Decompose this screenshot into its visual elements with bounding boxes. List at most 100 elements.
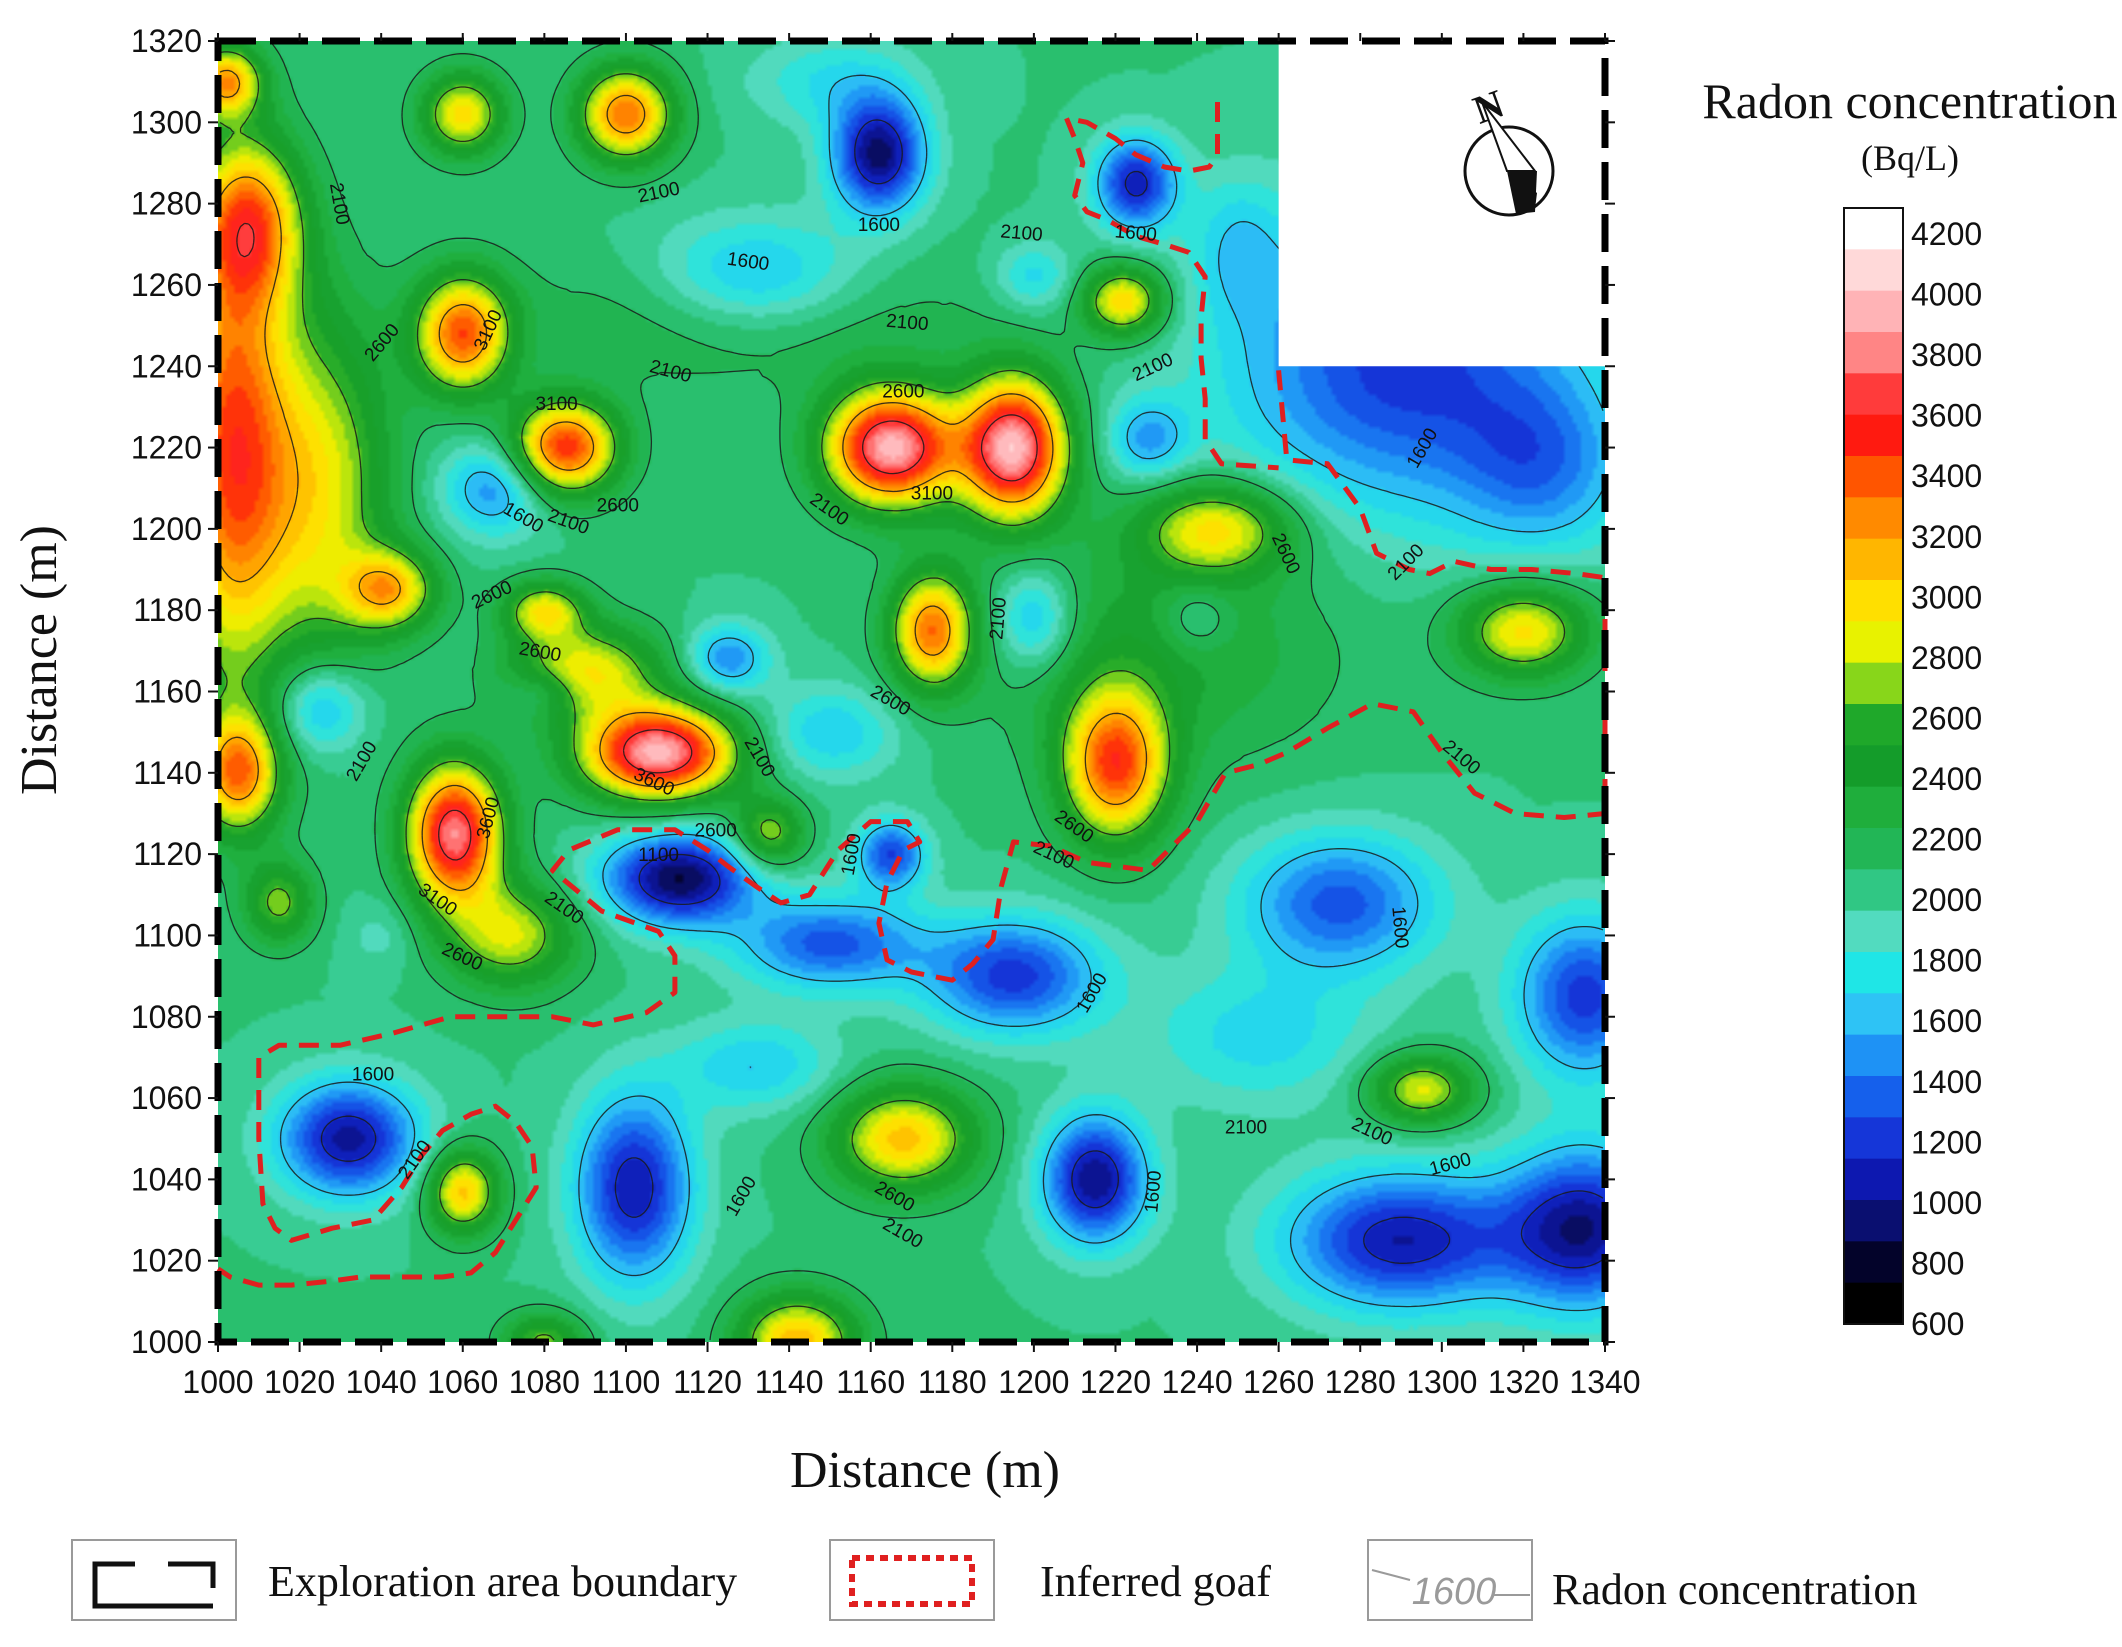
x-tick-label: 1160 (836, 1364, 905, 1400)
colorbar-swatch (1844, 456, 1903, 498)
x-tick-label: 1320 (1488, 1364, 1559, 1400)
colorbar-swatch (1844, 828, 1903, 870)
contour-label: 3100 (911, 483, 953, 504)
colorbar-swatch (1844, 910, 1903, 953)
legend-label-goaf: Inferred goaf (1040, 1557, 1271, 1606)
colorbar-tick-label: 4200 (1911, 216, 1982, 252)
colorbar-tick-label: 2800 (1911, 640, 1982, 676)
contour-line-1600 (279, 74, 1604, 1312)
x-axis-title: Distance (m) (790, 1442, 1060, 1499)
contour-label: 2600 (597, 495, 639, 516)
colorbar-frame (1843, 207, 1904, 1325)
contour-lines (219, 42, 1604, 1341)
colorbar-swatch (1844, 662, 1903, 705)
colorbar-swatch (1844, 373, 1903, 416)
exploration-boundary-swatch (92, 1561, 216, 1609)
contour-label: 2100 (1225, 1118, 1267, 1139)
colorbar-swatch (1844, 745, 1903, 788)
colorbar-swatch (1844, 1200, 1903, 1242)
colorbar-tick-label: 2400 (1911, 761, 1982, 797)
radon-contour-swatch (1371, 1569, 1530, 1596)
colorbar-swatch (1844, 580, 1903, 622)
goaf-outline (1064, 102, 1279, 471)
contour-line-3600 (236, 222, 1038, 861)
contour-label: 2100 (885, 311, 929, 336)
colorbar-swatch (1844, 1282, 1903, 1325)
goaf-swatch (849, 1555, 975, 1607)
legend-sample-value: 1600 (1412, 1571, 1497, 1613)
contour-label: 2100 (986, 596, 1011, 640)
colorbar-tick-label: 2600 (1911, 700, 1982, 736)
x-tick-label: 1200 (998, 1364, 1069, 1400)
y-tick-label: 1260 (131, 267, 202, 303)
legend-item-inferred-goaf: Inferred goaf (829, 1539, 1271, 1621)
x-tick-label: 1000 (182, 1364, 253, 1400)
colorbar-swatch (1844, 621, 1903, 664)
colorbar-tick-labels: 4200 4000 3800 3600 3400 3200 3000 2800 2600 2400… (1911, 216, 1982, 1342)
x-tick-label: 1260 (1243, 1364, 1314, 1400)
legend-label-exploration: Exploration area boundary (268, 1557, 737, 1606)
colorbar-tick-label: 1000 (1911, 1185, 1982, 1221)
y-tick-label: 1300 (131, 104, 202, 140)
legend-label-radon: Radon concentration (1552, 1565, 1917, 1614)
colorbar-swatch (1844, 332, 1903, 374)
x-tick-label: 1340 (1569, 1364, 1640, 1400)
colorbar-swatch (1844, 249, 1903, 292)
colorbar-tick-label: 1400 (1911, 1064, 1982, 1100)
colorbar-tick-label: 2200 (1911, 822, 1982, 858)
contour-label: 2600 (695, 821, 737, 842)
contour-label: 1600 (1387, 905, 1412, 949)
colorbar-title: Radon concentration (1702, 73, 2117, 129)
colorbar-swatch (1844, 952, 1903, 994)
contour-label: 1600 (352, 1065, 394, 1086)
contour-line-1100 (320, 119, 1604, 1269)
colorbar-swatch (1844, 786, 1903, 829)
y-axis: 1000 1020 1040 1060 1080 1100 1120 1140 1160 1180… (131, 23, 1615, 1360)
colorbar-tick-label: 600 (1911, 1306, 1964, 1342)
y-tick-label: 1040 (131, 1161, 202, 1197)
colorbar-swatch (1844, 290, 1903, 333)
contour-label: 1600 (858, 215, 900, 236)
contour-label: 1600 (1114, 221, 1158, 246)
x-tick-label: 1220 (1080, 1364, 1151, 1400)
x-axis: 1000 1020 1040 1060 1080 1100 1120 1140 1160 1180… (182, 33, 1641, 1400)
y-tick-label: 1080 (131, 999, 202, 1035)
colorbar-tick-label: 4000 (1911, 277, 1982, 313)
colorbar-swatches (1843, 207, 1904, 1325)
legend-item-radon-concentration: 1600 Radon concentration (1367, 1539, 1917, 1621)
y-tick-label: 1060 (131, 1080, 202, 1116)
colorbar-tick-label: 800 (1911, 1245, 1964, 1281)
colorbar-tick-label: 3400 (1911, 458, 1982, 494)
x-tick-label: 1040 (346, 1364, 417, 1400)
y-axis-title: Distance (m) (11, 525, 68, 795)
y-tick-label: 1000 (131, 1324, 202, 1360)
contour-line-2600 (219, 51, 1566, 1341)
contour-label: 2600 (882, 382, 924, 403)
colorbar-tick-label: 1200 (1911, 1124, 1982, 1160)
colorbar-swatch (1844, 497, 1903, 540)
inferred-goaf-outlines (216, 102, 1608, 1288)
goaf-outline (216, 370, 1608, 1288)
contour-label: 3100 (535, 394, 577, 415)
x-tick-label: 1140 (755, 1364, 824, 1400)
x-tick-label: 1300 (1406, 1364, 1477, 1400)
y-tick-label: 1320 (131, 23, 202, 59)
x-tick-label: 1100 (592, 1364, 661, 1400)
legend: Exploration area boundary Inferred goaf … (71, 1539, 1917, 1621)
contour-label: 1600 (1141, 1170, 1166, 1214)
colorbar-swatch (1844, 208, 1903, 250)
y-tick-label: 1280 (131, 186, 202, 222)
y-tick-label: 1240 (131, 348, 202, 384)
y-tick-label: 1220 (131, 430, 202, 466)
y-tick-label: 1120 (133, 836, 202, 872)
blank-area (1278, 39, 1609, 367)
colorbar-swatch (1844, 1076, 1903, 1118)
contour-label: 1100 (638, 845, 679, 866)
colorbar-swatch (1844, 538, 1903, 581)
x-tick-label: 1060 (427, 1364, 498, 1400)
legend-item-exploration-boundary: Exploration area boundary (71, 1539, 737, 1621)
y-tick-label: 1100 (133, 917, 202, 953)
colorbar-swatch (1844, 993, 1903, 1036)
colorbar-swatch (1844, 1158, 1903, 1201)
